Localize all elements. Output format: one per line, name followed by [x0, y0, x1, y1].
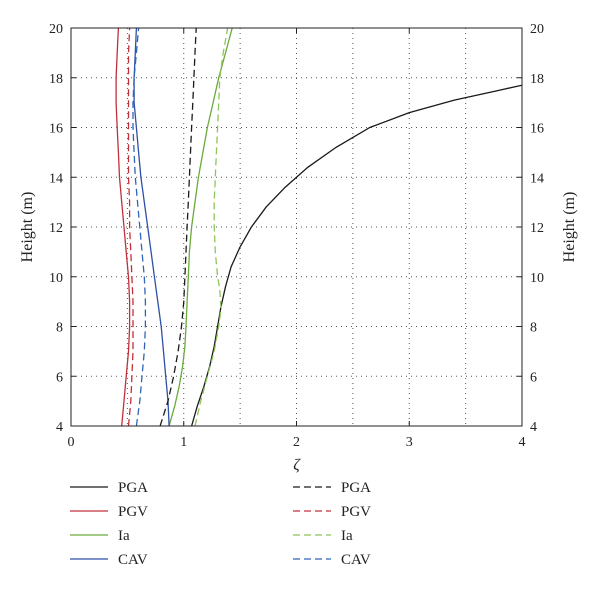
y-tick-label-left: 18 [49, 72, 63, 87]
legend-label-ia-dashed: Ia [341, 528, 353, 544]
legend-label-pgv-dashed: PGV [341, 504, 371, 520]
legend-label-pga-dashed: PGA [341, 480, 371, 496]
y-tick-label-left: 10 [49, 271, 63, 286]
legend-label-cav-dashed: CAV [341, 552, 371, 568]
y-tick-label-right: 16 [530, 122, 544, 137]
legend-label-cav-solid: CAV [118, 552, 148, 568]
y-axis-title-right: Height (m) [561, 192, 578, 263]
legend: PGA PGV Ia CAV PGA PGV Ia CAV [70, 480, 371, 568]
series-line-pga-solid [190, 84, 522, 426]
series-line-pga-dashed [159, 28, 197, 426]
y-tick-label-right: 14 [530, 171, 544, 186]
y-tick-label-left: 14 [49, 171, 63, 186]
x-tick-label: 4 [519, 435, 526, 450]
y-tick-label-left: 8 [56, 321, 63, 336]
x-axis-title: ζ [293, 457, 301, 474]
y-tick-label-right: 6 [530, 370, 537, 385]
y-tick-label-left: 4 [56, 420, 63, 435]
x-tick-label: 3 [406, 435, 413, 450]
y-tick-label-left: 20 [49, 22, 63, 37]
legend-label-pgv-solid: PGV [118, 504, 148, 520]
y-tick-label-right: 20 [530, 22, 544, 37]
series-lines [115, 28, 522, 426]
series-line-ia-dashed [194, 28, 229, 426]
x-tick-label: 2 [293, 435, 300, 450]
series-line-cav-solid [133, 28, 170, 426]
y-tick-label-right: 12 [530, 221, 544, 236]
y-tick-label-left: 6 [56, 370, 63, 385]
y-tick-label-right: 18 [530, 72, 544, 87]
y-tick-label-left: 12 [49, 221, 63, 236]
series-line-cav-dashed [132, 28, 147, 426]
legend-label-ia-solid: Ia [118, 528, 130, 544]
y-tick-label-right: 8 [530, 321, 537, 336]
grid [71, 28, 522, 426]
legend-label-pga-solid: PGA [118, 480, 148, 496]
series-line-pgv-solid [115, 28, 131, 426]
series-line-pgv-dashed [127, 28, 134, 426]
y-tick-label-right: 4 [530, 420, 537, 435]
y-tick-label-left: 16 [49, 122, 63, 137]
y-tick-label-right: 10 [530, 271, 544, 286]
x-tick-label: 0 [68, 435, 75, 450]
series-line-ia-solid [168, 28, 233, 426]
y-axis-title-left: Height (m) [19, 192, 36, 263]
x-tick-label: 1 [180, 435, 187, 450]
